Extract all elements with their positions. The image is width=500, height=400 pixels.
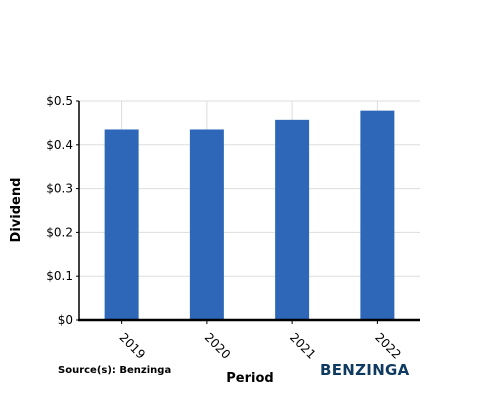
- bars: [104, 110, 395, 320]
- x-tick-labels: 2019 2020 2021 2022: [117, 320, 404, 362]
- y-tick-label: $0.3: [46, 182, 73, 196]
- bar-2019: [104, 129, 139, 320]
- y-tick-label: $0: [58, 313, 73, 327]
- benzinga-logo: BENZINGA: [320, 361, 410, 379]
- x-tick-label: 2021: [287, 330, 318, 361]
- x-tick-label: 2022: [372, 330, 403, 361]
- y-tick-label: $0.4: [46, 138, 73, 152]
- x-tick-label: 2019: [117, 330, 148, 361]
- axes: [78, 101, 420, 322]
- source-note: Source(s): Benzinga: [58, 365, 171, 376]
- x-axis-title: Period: [226, 371, 273, 386]
- x-tick-label: 2020: [202, 330, 233, 361]
- bar-2020: [189, 129, 224, 320]
- y-tick-label: $0.1: [46, 269, 73, 283]
- y-tick-labels: $0 $0.1 $0.2 $0.3 $0.4 $0.5: [46, 94, 79, 327]
- bar-2021: [275, 119, 310, 320]
- y-tick-label: $0.5: [46, 94, 73, 108]
- bar-2022: [360, 110, 395, 320]
- y-tick-label: $0.2: [46, 225, 73, 239]
- y-axis-title: Dividend: [9, 178, 24, 243]
